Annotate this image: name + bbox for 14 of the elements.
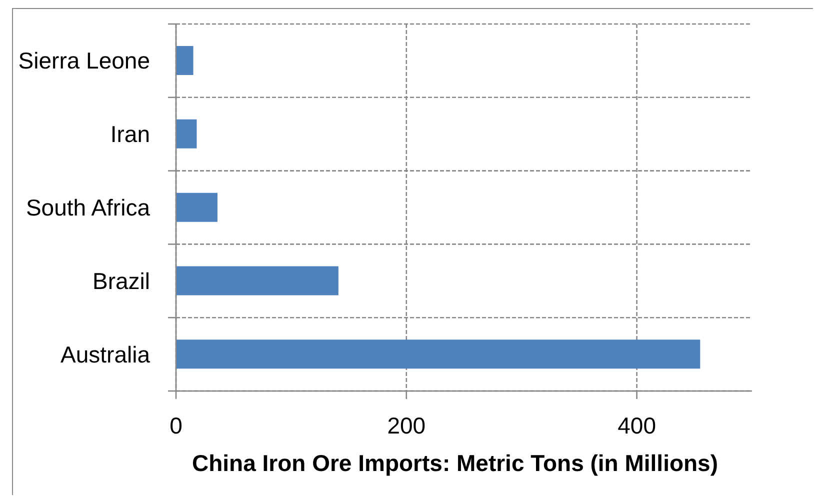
bar <box>176 192 218 222</box>
bar <box>176 46 194 76</box>
bar <box>176 340 700 369</box>
y-tick-label: Iran <box>110 121 150 148</box>
y-tick-label: Brazil <box>92 268 150 294</box>
y-tick-label: South Africa <box>26 194 150 220</box>
bar <box>176 266 338 296</box>
x-tick-label: 400 <box>618 412 656 438</box>
x-tick-label: 200 <box>387 412 426 438</box>
y-tick-label: Sierra Leone <box>18 48 150 74</box>
bar <box>176 119 197 148</box>
y-tick-label: Australia <box>60 341 150 368</box>
x-tick-label: 0 <box>170 412 182 438</box>
x-axis-title: China Iron Ore Imports: Metric Tons (in Millions) <box>192 450 718 476</box>
